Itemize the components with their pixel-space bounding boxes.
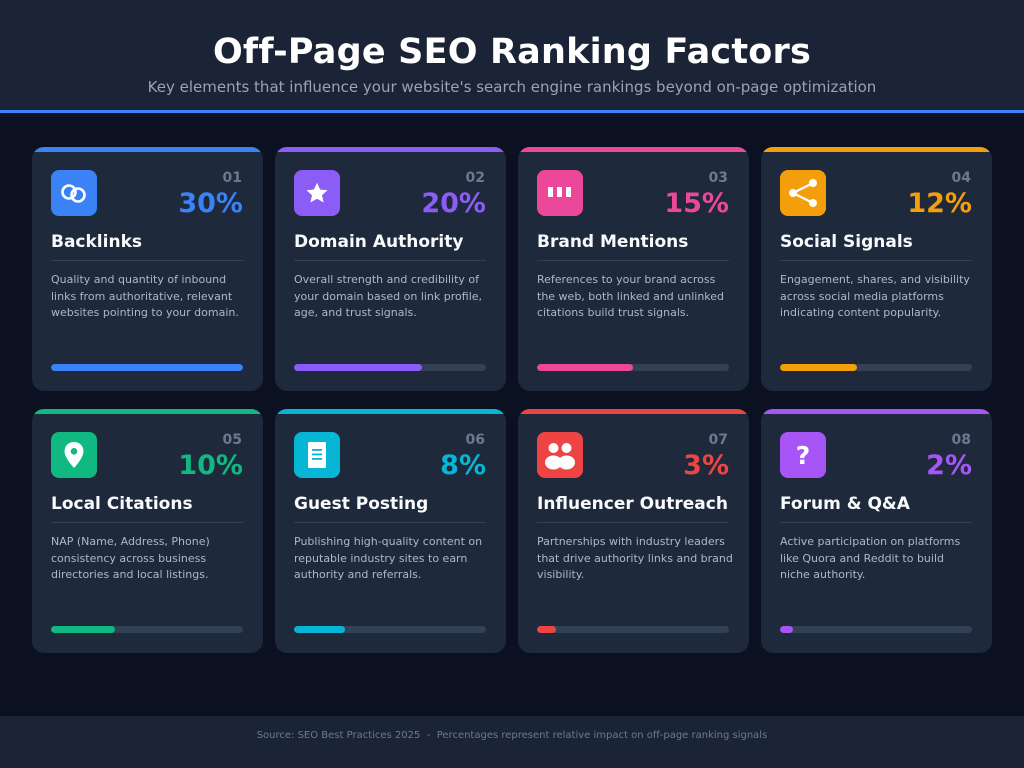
impact-bar-track: [294, 626, 486, 633]
impact-bar-track: [780, 364, 972, 371]
star-icon: [294, 170, 340, 216]
factor-card: 01 30% Backlinks Quality and quantity of in…: [32, 147, 263, 391]
factor-card: 05 10% Local Citations NAP (Name, Address, …: [32, 409, 263, 653]
factor-card: 04 12% Social Signals Engagement, shares, a…: [761, 147, 992, 391]
factor-percentage: 3%: [683, 450, 729, 481]
factor-number: 08: [951, 432, 971, 448]
factor-card: ? 08 2% Forum & Q&A Active participation on …: [761, 409, 992, 653]
impact-bar-fill: [537, 626, 557, 633]
card-accent-bar: [761, 147, 992, 152]
page-title: Off-Page SEO Ranking Factors: [212, 32, 812, 72]
factor-percentage: 2%: [926, 450, 972, 481]
factor-name: Domain Authority: [294, 232, 464, 252]
card-divider: [537, 522, 729, 523]
document-icon: [294, 432, 340, 478]
link-icon: [51, 170, 97, 216]
factor-card: 06 8% Guest Posting Publishing high-quality…: [275, 409, 506, 653]
factor-card: 07 3% Influencer Outreach Partnerships with…: [518, 409, 749, 653]
impact-bar-track: [51, 364, 243, 371]
impact-bar-track: [294, 364, 486, 371]
card-accent-bar: [275, 409, 506, 414]
factor-description: Active participation on platforms like Q…: [780, 535, 961, 582]
footer: Source: SEO Best Practices 2025 - Percen…: [0, 716, 1024, 768]
factor-name: Influencer Outreach: [537, 494, 728, 514]
impact-bar-track: [780, 626, 972, 633]
impact-bar-fill: [780, 626, 793, 633]
impact-bar-fill: [294, 364, 422, 371]
factor-name: Local Citations: [51, 494, 193, 514]
card-accent-bar: [32, 409, 263, 414]
impact-bar-fill: [51, 626, 115, 633]
impact-bar-fill: [51, 364, 243, 371]
people-icon: [537, 432, 583, 478]
card-accent-bar: [761, 409, 992, 414]
impact-bar-track: [51, 626, 243, 633]
factor-description: Partnerships with industry leaders that …: [537, 535, 733, 582]
factor-percentage: 30%: [178, 188, 243, 219]
card-divider: [780, 522, 972, 523]
factor-card: 02 20% Domain Authority Overall strength an…: [275, 147, 506, 391]
card-divider: [294, 260, 486, 261]
mention-icon: [537, 170, 583, 216]
factor-number: 04: [951, 170, 971, 186]
card-divider: [51, 522, 243, 523]
impact-bar-fill: [780, 364, 857, 371]
factor-description: Overall strength and credibility of your…: [294, 273, 483, 320]
share-icon: [780, 170, 826, 216]
factor-grid: 01 30% Backlinks Quality and quantity of in…: [32, 147, 993, 655]
factor-name: Social Signals: [780, 232, 913, 252]
page-subtitle: Key elements that influence your website…: [147, 78, 877, 96]
factor-name: Backlinks: [51, 232, 142, 252]
impact-bar-track: [537, 626, 729, 633]
impact-bar-fill: [537, 364, 633, 371]
factor-percentage: 12%: [907, 188, 972, 219]
impact-bar-fill: [294, 626, 346, 633]
card-divider: [780, 260, 972, 261]
factor-description: Publishing high-quality content on reput…: [294, 535, 483, 582]
card-accent-bar: [518, 409, 749, 414]
factor-description: Engagement, shares, and visibility acros…: [780, 273, 970, 320]
factor-name: Guest Posting: [294, 494, 429, 514]
card-divider: [51, 260, 243, 261]
factor-number: 06: [465, 432, 485, 448]
factor-name: Forum & Q&A: [780, 494, 910, 514]
card-divider: [537, 260, 729, 261]
card-accent-bar: [32, 147, 263, 152]
factor-number: 07: [708, 432, 728, 448]
card-accent-bar: [518, 147, 749, 152]
factor-percentage: 20%: [421, 188, 486, 219]
factor-number: 03: [708, 170, 728, 186]
question-icon: ?: [780, 432, 826, 478]
factor-card: 03 15% Brand Mentions References to your br…: [518, 147, 749, 391]
impact-bar-track: [537, 364, 729, 371]
factor-percentage: 15%: [664, 188, 729, 219]
card-accent-bar: [275, 147, 506, 152]
location-pin-icon: [51, 432, 97, 478]
card-divider: [294, 522, 486, 523]
factor-description: Quality and quantity of inbound links fr…: [51, 273, 239, 320]
header: Off-Page SEO Ranking Factors Key element…: [0, 0, 1024, 113]
factor-percentage: 10%: [178, 450, 243, 481]
factor-number: 05: [222, 432, 242, 448]
footer-source-note: Source: SEO Best Practices 2025 - Percen…: [256, 730, 768, 741]
factor-number: 02: [465, 170, 485, 186]
factor-description: NAP (Name, Address, Phone) consistency a…: [51, 535, 210, 582]
factor-description: References to your brand across the web,…: [537, 273, 725, 320]
factor-percentage: 8%: [440, 450, 486, 481]
svg-text:?: ?: [796, 441, 811, 469]
factor-name: Brand Mentions: [537, 232, 689, 252]
factor-number: 01: [222, 170, 242, 186]
